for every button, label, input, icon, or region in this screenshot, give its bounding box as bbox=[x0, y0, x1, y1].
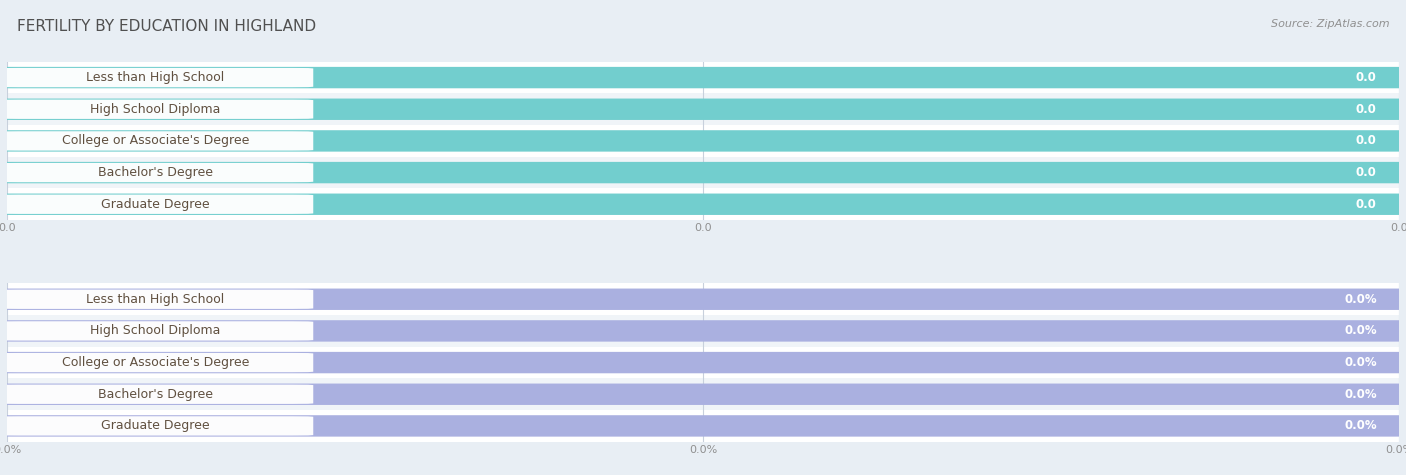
FancyBboxPatch shape bbox=[0, 193, 1406, 215]
FancyBboxPatch shape bbox=[0, 352, 1406, 373]
Text: 0.0%: 0.0% bbox=[1344, 419, 1376, 432]
Text: 0.0: 0.0 bbox=[1355, 103, 1376, 116]
Bar bbox=[7, 189, 1399, 220]
FancyBboxPatch shape bbox=[0, 383, 1406, 405]
Bar bbox=[7, 157, 1399, 189]
FancyBboxPatch shape bbox=[0, 100, 314, 119]
Text: Bachelor's Degree: Bachelor's Degree bbox=[98, 166, 212, 179]
FancyBboxPatch shape bbox=[0, 130, 1406, 152]
FancyBboxPatch shape bbox=[0, 131, 314, 151]
Text: 0.0: 0.0 bbox=[1355, 134, 1376, 147]
Text: College or Associate's Degree: College or Associate's Degree bbox=[62, 134, 249, 147]
Text: Graduate Degree: Graduate Degree bbox=[101, 198, 209, 211]
Text: 0.0%: 0.0% bbox=[1344, 388, 1376, 401]
Bar bbox=[7, 347, 1399, 379]
Text: Less than High School: Less than High School bbox=[86, 71, 225, 84]
FancyBboxPatch shape bbox=[0, 385, 314, 404]
Text: 0.0%: 0.0% bbox=[1344, 293, 1376, 306]
FancyBboxPatch shape bbox=[0, 353, 314, 372]
Bar bbox=[7, 410, 1399, 442]
FancyBboxPatch shape bbox=[0, 321, 314, 341]
Text: College or Associate's Degree: College or Associate's Degree bbox=[62, 356, 249, 369]
Text: 0.0%: 0.0% bbox=[1344, 356, 1376, 369]
Text: Less than High School: Less than High School bbox=[86, 293, 225, 306]
FancyBboxPatch shape bbox=[0, 416, 314, 436]
Text: 0.0: 0.0 bbox=[1355, 198, 1376, 211]
Bar bbox=[7, 125, 1399, 157]
Text: High School Diploma: High School Diploma bbox=[90, 103, 221, 116]
Text: Bachelor's Degree: Bachelor's Degree bbox=[98, 388, 212, 401]
Text: FERTILITY BY EDUCATION IN HIGHLAND: FERTILITY BY EDUCATION IN HIGHLAND bbox=[17, 19, 316, 34]
FancyBboxPatch shape bbox=[0, 195, 314, 214]
FancyBboxPatch shape bbox=[0, 162, 1406, 183]
Bar bbox=[7, 62, 1399, 94]
Bar bbox=[7, 94, 1399, 125]
Text: 0.0: 0.0 bbox=[1355, 71, 1376, 84]
FancyBboxPatch shape bbox=[0, 68, 314, 87]
Text: 0.0: 0.0 bbox=[1355, 166, 1376, 179]
FancyBboxPatch shape bbox=[0, 288, 1406, 310]
FancyBboxPatch shape bbox=[0, 320, 1406, 342]
FancyBboxPatch shape bbox=[0, 98, 1406, 120]
Text: Source: ZipAtlas.com: Source: ZipAtlas.com bbox=[1271, 19, 1389, 29]
Bar bbox=[7, 315, 1399, 347]
Bar bbox=[7, 284, 1399, 315]
FancyBboxPatch shape bbox=[0, 290, 314, 309]
Text: 0.0%: 0.0% bbox=[1344, 324, 1376, 337]
Text: High School Diploma: High School Diploma bbox=[90, 324, 221, 337]
FancyBboxPatch shape bbox=[0, 415, 1406, 437]
Bar bbox=[7, 379, 1399, 410]
Text: Graduate Degree: Graduate Degree bbox=[101, 419, 209, 432]
FancyBboxPatch shape bbox=[0, 163, 314, 182]
FancyBboxPatch shape bbox=[0, 67, 1406, 88]
